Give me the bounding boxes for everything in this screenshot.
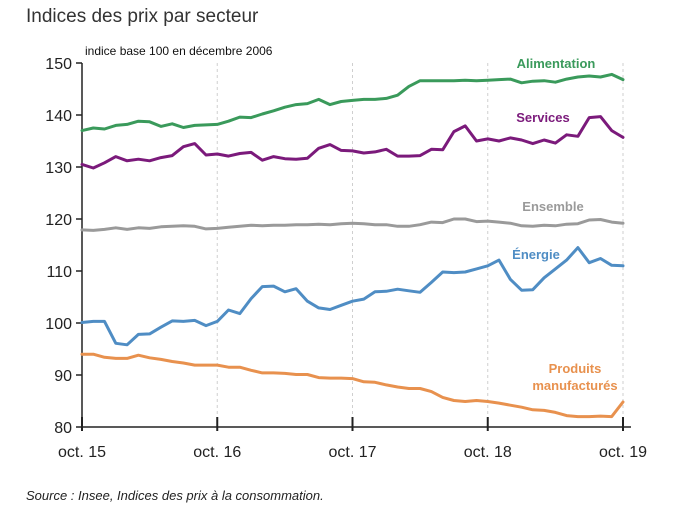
series-line	[80, 217, 625, 232]
x-tick-label: oct. 19	[599, 444, 647, 461]
series-label: manufacturés	[532, 378, 617, 393]
series-line	[80, 115, 625, 170]
y-tick-label: 140	[45, 108, 72, 125]
series-label: Énergie	[512, 247, 560, 262]
y-tick-label: 80	[54, 420, 72, 437]
series-label: Produits	[549, 361, 602, 376]
y-tick-label: 150	[45, 56, 72, 73]
chart-title: Indices des prix par secteur	[26, 6, 259, 27]
y-tick-label: 130	[45, 160, 72, 177]
x-tick-label: oct. 15	[58, 444, 106, 461]
series-label: Ensemble	[522, 199, 583, 214]
series-label: Alimentation	[517, 56, 596, 71]
x-tick-label: oct. 17	[328, 444, 376, 461]
series-line	[80, 246, 625, 347]
chart-subtitle: indice base 100 en décembre 2006	[85, 44, 273, 58]
x-tick-label: oct. 18	[464, 444, 512, 461]
y-tick-label: 90	[54, 368, 72, 385]
y-tick-label: 110	[46, 264, 72, 281]
x-tick-label: oct. 16	[193, 444, 241, 461]
series-line	[80, 72, 625, 133]
series-label: Services	[516, 110, 570, 125]
source-note: Source : Insee, Indices des prix à la co…	[26, 488, 324, 503]
y-tick-label: 100	[45, 316, 72, 333]
y-tick-label: 120	[45, 212, 72, 229]
series-line	[80, 352, 625, 419]
